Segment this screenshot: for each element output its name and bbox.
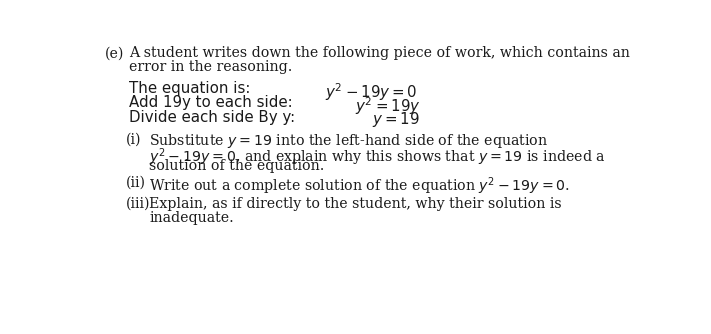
Text: Add 19y to each side:: Add 19y to each side:: [129, 96, 293, 111]
Text: error in the reasoning.: error in the reasoning.: [129, 60, 292, 74]
Text: (i): (i): [126, 133, 141, 147]
Text: Divide each side By y:: Divide each side By y:: [129, 110, 295, 125]
Text: (e): (e): [105, 46, 124, 60]
Text: $y^2 - 19y = 0$: $y^2 - 19y = 0$: [325, 81, 417, 103]
Text: $y = 19$: $y = 19$: [372, 110, 419, 129]
Text: The equation is:: The equation is:: [129, 81, 250, 96]
Text: Write out a complete solution of the equation $y^2 - 19y = 0$.: Write out a complete solution of the equ…: [149, 176, 570, 197]
Text: inadequate.: inadequate.: [149, 211, 234, 225]
Text: $y^2 - 19y = 0$, and explain why this shows that $y = 19$ is indeed a: $y^2 - 19y = 0$, and explain why this sh…: [149, 146, 606, 168]
Text: (iii): (iii): [126, 197, 151, 211]
Text: Substitute $y = 19$ into the left-hand side of the equation: Substitute $y = 19$ into the left-hand s…: [149, 133, 548, 151]
Text: solution of the equation.: solution of the equation.: [149, 159, 325, 173]
Text: (ii): (ii): [126, 176, 146, 190]
Text: Explain, as if directly to the student, why their solution is: Explain, as if directly to the student, …: [149, 197, 562, 211]
Text: $y^2 = 19y$: $y^2 = 19y$: [355, 96, 420, 117]
Text: A student writes down the following piece of work, which contains an: A student writes down the following piec…: [129, 46, 630, 60]
